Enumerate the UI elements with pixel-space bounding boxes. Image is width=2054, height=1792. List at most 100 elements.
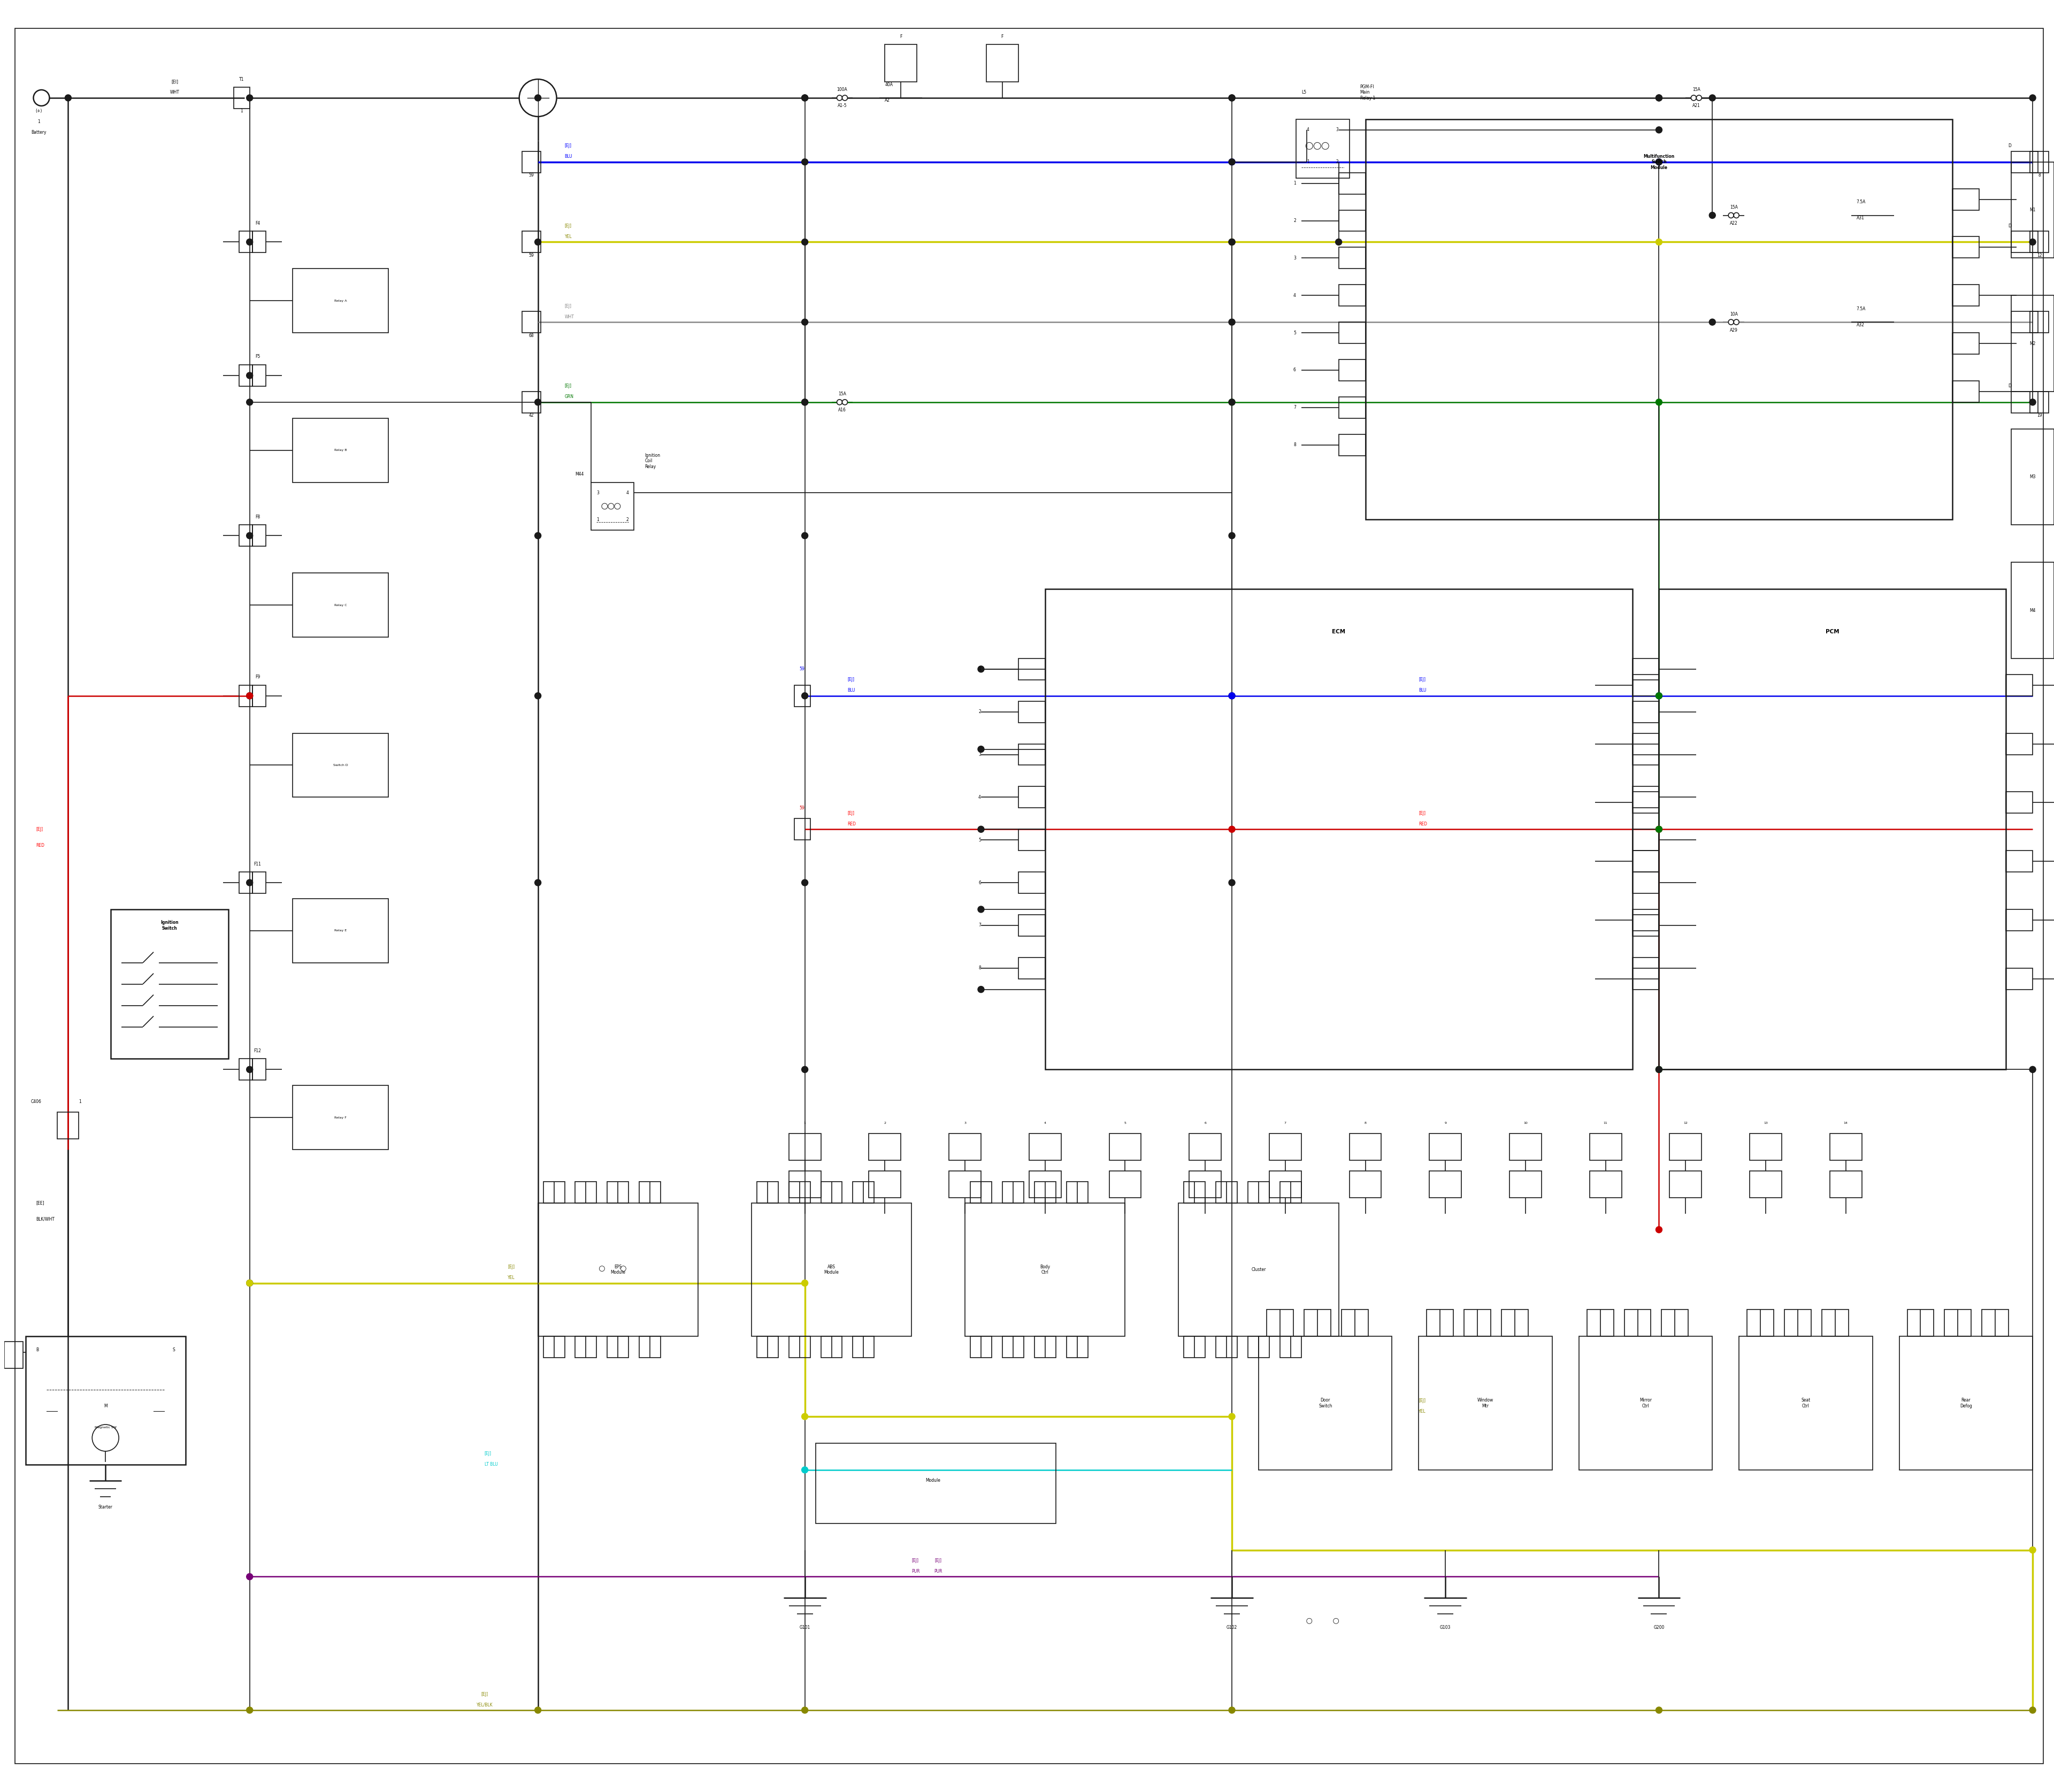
Bar xyxy=(1019,744,1045,765)
Circle shape xyxy=(246,238,253,246)
Bar xyxy=(1633,792,1660,814)
Circle shape xyxy=(1228,319,1234,326)
Circle shape xyxy=(2029,238,2036,246)
Bar xyxy=(1580,1337,1713,1469)
Bar xyxy=(1339,247,1366,269)
Text: [EI]: [EI] xyxy=(170,79,179,84)
Bar xyxy=(1633,830,1660,851)
Text: 100A: 100A xyxy=(836,88,848,91)
Circle shape xyxy=(801,1708,807,1713)
Bar xyxy=(1304,1310,1331,1337)
Text: Ignition
Switch: Ignition Switch xyxy=(160,919,179,930)
Bar xyxy=(58,1113,78,1140)
Text: 10: 10 xyxy=(1524,1122,1528,1124)
Circle shape xyxy=(1228,159,1234,165)
Circle shape xyxy=(1656,826,1662,833)
Bar xyxy=(1953,333,1980,355)
Text: 6: 6 xyxy=(1294,367,1296,373)
Bar xyxy=(2007,733,2033,754)
Bar xyxy=(1590,1134,1621,1159)
Circle shape xyxy=(246,1066,253,1073)
Text: C406: C406 xyxy=(31,1098,41,1104)
Bar xyxy=(1339,434,1366,455)
Text: 1: 1 xyxy=(803,1122,805,1124)
Bar xyxy=(1066,1337,1089,1358)
Text: G101: G101 xyxy=(799,1625,809,1629)
Text: Body
Ctrl: Body Ctrl xyxy=(1039,1265,1050,1274)
Bar xyxy=(1430,1134,1462,1159)
Bar xyxy=(1633,701,1660,722)
Bar xyxy=(1339,285,1366,306)
Circle shape xyxy=(801,1414,807,1419)
Bar xyxy=(1269,1134,1302,1159)
Text: [EJ]: [EJ] xyxy=(848,677,854,683)
Text: 7.5A: 7.5A xyxy=(1857,306,1865,312)
Text: A29: A29 xyxy=(1729,328,1738,333)
Text: A22: A22 xyxy=(1729,220,1738,226)
Circle shape xyxy=(1690,95,1697,100)
Circle shape xyxy=(1656,159,1662,165)
Text: G103: G103 xyxy=(1440,1625,1450,1629)
Circle shape xyxy=(801,1279,807,1287)
Text: [EJ]: [EJ] xyxy=(565,303,571,308)
Text: 4: 4 xyxy=(1043,1122,1045,1124)
Bar xyxy=(253,525,265,547)
Text: 2: 2 xyxy=(1335,159,1339,165)
Text: 12: 12 xyxy=(2038,253,2042,258)
Bar xyxy=(1750,1134,1781,1159)
Text: G102: G102 xyxy=(1226,1625,1237,1629)
Bar xyxy=(1670,1170,1701,1197)
Bar xyxy=(1590,1170,1621,1197)
Text: 15A: 15A xyxy=(1692,88,1701,91)
Text: M3: M3 xyxy=(2029,475,2036,478)
Circle shape xyxy=(534,400,540,405)
Bar xyxy=(542,1337,565,1358)
Text: M2: M2 xyxy=(2029,340,2036,346)
Bar xyxy=(2011,231,2038,253)
Bar xyxy=(522,312,540,333)
Text: 3: 3 xyxy=(1335,127,1339,133)
Text: D: D xyxy=(2009,143,2011,149)
Bar xyxy=(292,418,388,482)
Circle shape xyxy=(978,986,984,993)
Circle shape xyxy=(1228,400,1234,405)
Bar xyxy=(2011,151,2038,172)
Bar xyxy=(253,873,265,894)
Circle shape xyxy=(1228,1414,1234,1419)
Bar xyxy=(1035,1181,1056,1202)
Bar xyxy=(2029,391,2048,412)
Bar xyxy=(1501,1310,1528,1337)
Bar xyxy=(822,1337,842,1358)
Text: ECM: ECM xyxy=(1331,629,1345,634)
Bar xyxy=(1179,1202,1339,1337)
Circle shape xyxy=(801,880,807,885)
Bar xyxy=(1510,1170,1540,1197)
Text: 19: 19 xyxy=(2038,414,2042,418)
Bar xyxy=(1430,1170,1462,1197)
Text: BLK/WHT: BLK/WHT xyxy=(37,1217,55,1222)
Text: 42: 42 xyxy=(528,414,534,418)
Bar xyxy=(608,1181,629,1202)
Bar xyxy=(292,269,388,333)
Text: [EJ]: [EJ] xyxy=(565,143,571,149)
Circle shape xyxy=(1228,95,1234,100)
Text: 13: 13 xyxy=(1764,1122,1768,1124)
Circle shape xyxy=(2029,1066,2036,1073)
Text: 68: 68 xyxy=(528,333,534,339)
Text: F12: F12 xyxy=(255,1048,261,1054)
Text: WHT: WHT xyxy=(170,90,179,95)
Bar xyxy=(1019,658,1045,679)
Text: [EE]: [EE] xyxy=(37,1201,45,1206)
Bar xyxy=(1029,1170,1062,1197)
Circle shape xyxy=(836,95,842,100)
Text: 15A: 15A xyxy=(838,392,846,396)
Text: 5: 5 xyxy=(978,837,982,842)
Text: 15A: 15A xyxy=(1729,204,1738,210)
Circle shape xyxy=(1228,1708,1234,1713)
Text: RED: RED xyxy=(848,821,857,826)
Bar xyxy=(253,231,265,253)
Bar xyxy=(522,151,540,172)
Circle shape xyxy=(246,1279,253,1287)
Bar xyxy=(1216,1181,1237,1202)
Text: [EJ]: [EJ] xyxy=(912,1559,918,1563)
